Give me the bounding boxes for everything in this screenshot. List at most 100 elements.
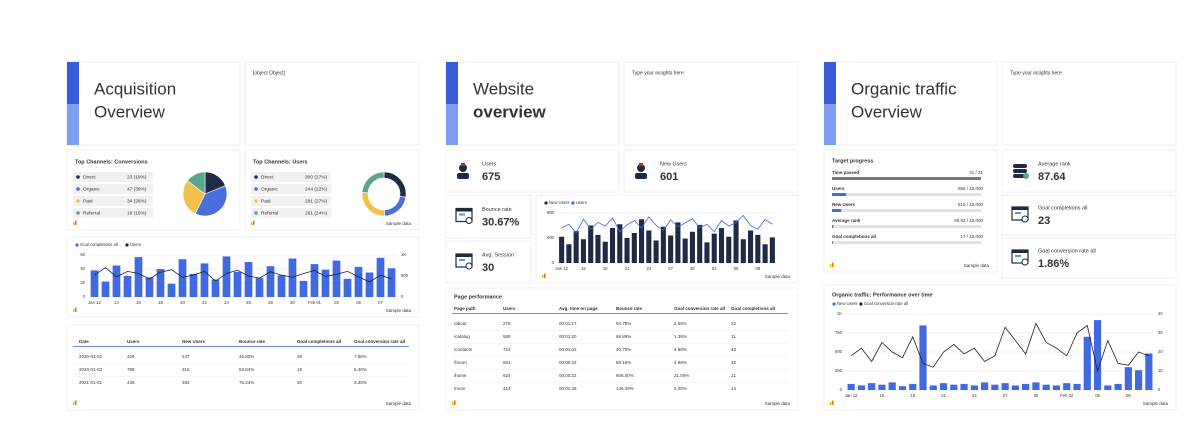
icon xyxy=(1013,169,1027,173)
logo xyxy=(452,402,454,405)
icon xyxy=(1021,215,1029,223)
column-header: Bounce rate xyxy=(239,339,266,344)
legend-label: Paid xyxy=(261,198,271,204)
progress-bar xyxy=(832,241,833,244)
bar xyxy=(682,238,688,263)
bar xyxy=(970,385,978,390)
bar xyxy=(288,258,297,297)
y2-tick-label: 20 xyxy=(1158,349,1163,354)
accent xyxy=(824,62,836,104)
icon xyxy=(1013,164,1027,168)
accent xyxy=(67,62,79,104)
value-label: 34 (28%) xyxy=(127,198,147,204)
bar xyxy=(134,257,143,297)
x-tick-label: 21 xyxy=(941,393,946,398)
x-tick-label: 02 xyxy=(712,266,717,271)
card xyxy=(1001,61,1177,146)
x-tick-label: 30 xyxy=(1034,393,1039,398)
kpi-label: Average rank xyxy=(1038,161,1071,167)
kpi-value: 601 xyxy=(660,171,678,183)
bar xyxy=(939,383,948,390)
table-cell: 661 xyxy=(503,360,511,365)
x-tick-label: 26 xyxy=(246,300,251,305)
legend-dot xyxy=(76,199,80,203)
table-cell: 00:00:22 xyxy=(559,373,577,378)
bar xyxy=(909,383,917,390)
bar xyxy=(898,386,907,390)
y-tick-label: 0 xyxy=(83,294,86,299)
bar xyxy=(580,239,586,263)
dashboard-title: Organic traffic xyxy=(851,79,957,98)
legend-dot xyxy=(544,201,548,205)
bar xyxy=(602,241,608,263)
column-header: Date xyxy=(79,339,89,344)
logo xyxy=(75,220,77,225)
x-tick-label: 22 xyxy=(202,300,207,305)
card xyxy=(1001,194,1177,236)
table-cell: 00:01:17 xyxy=(559,321,577,326)
bar xyxy=(310,264,319,297)
bar xyxy=(960,383,968,390)
table-cell: /about xyxy=(454,321,467,326)
bar xyxy=(233,271,242,297)
card xyxy=(623,149,799,193)
bar xyxy=(343,278,352,297)
x-tick-label: 03 xyxy=(334,300,339,305)
progress-track xyxy=(832,193,981,196)
logo xyxy=(73,222,75,225)
table-cell: 00:01:20 xyxy=(559,334,577,339)
bar xyxy=(90,270,99,297)
card xyxy=(1001,149,1177,193)
value-label: 291 (27%) xyxy=(305,198,328,204)
bar xyxy=(1093,320,1102,390)
pie-slice xyxy=(186,171,206,195)
card xyxy=(445,287,799,411)
footer: Sample data xyxy=(964,263,990,268)
y2-tick-label: 10 xyxy=(1158,368,1163,373)
bar xyxy=(112,265,121,297)
legend-label: Organic xyxy=(83,186,100,192)
icon xyxy=(1012,207,1028,210)
progress-bar xyxy=(832,193,847,196)
logo xyxy=(75,400,77,405)
bar xyxy=(697,224,703,263)
legend-row xyxy=(73,172,153,182)
x-tick-label: 27 xyxy=(668,266,673,271)
card xyxy=(535,194,799,284)
column-header: New Users xyxy=(182,339,206,344)
table-cell: /home xyxy=(454,373,467,378)
progress-label: Time passed xyxy=(832,170,859,175)
legend-dot xyxy=(76,187,80,191)
logo xyxy=(73,402,75,405)
table-cell: 247 xyxy=(182,354,190,359)
legend-dot xyxy=(571,201,575,205)
legend-dot xyxy=(75,243,79,247)
table-cell: 75.24% xyxy=(239,380,254,385)
table-cell: 30 xyxy=(297,380,303,385)
bar xyxy=(624,238,630,263)
legend-row xyxy=(251,208,331,218)
column-header: Users xyxy=(127,339,140,344)
logo xyxy=(544,273,546,278)
bar xyxy=(1011,385,1019,390)
table-cell: 00:01:03 xyxy=(559,347,577,352)
x-tick-label: 24 xyxy=(972,393,977,398)
legend-label: Users xyxy=(130,242,141,247)
table-cell: 4.98% xyxy=(674,360,687,365)
line xyxy=(94,267,392,283)
bar xyxy=(631,233,637,263)
kpi-value: 23 xyxy=(1038,215,1050,227)
x-tick-label: Feb 01 xyxy=(308,300,322,305)
legend-label: Referral xyxy=(261,210,278,216)
x-tick-label: 28 xyxy=(268,300,273,305)
bar xyxy=(167,283,176,297)
legend-label: Paid xyxy=(83,198,93,204)
bar xyxy=(332,260,341,297)
progress-track xyxy=(832,209,981,212)
icon xyxy=(635,173,647,179)
table-cell: 19 xyxy=(297,367,303,372)
kpi-label: Goal completions all xyxy=(1038,205,1088,211)
value-label: 18 (15%) xyxy=(127,210,147,216)
legend-dot xyxy=(76,211,80,215)
value-label: 47 (39%) xyxy=(127,186,147,192)
